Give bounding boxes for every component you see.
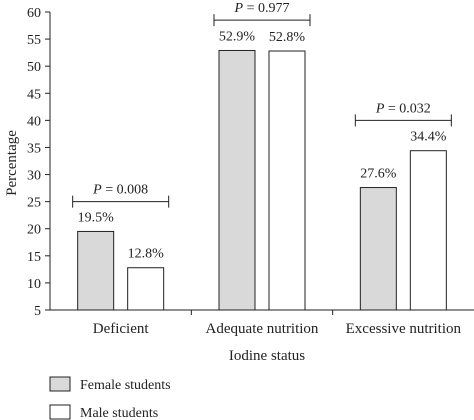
- legend-label: Female students: [80, 378, 171, 393]
- y-tick-label: 30: [27, 169, 41, 184]
- y-tick-label: 35: [27, 141, 41, 156]
- y-tick-label: 20: [27, 223, 41, 238]
- legend-label: Male students: [80, 406, 158, 420]
- x-tick-label: Deficient: [93, 321, 150, 337]
- x-tick-label: Adequate nutrition: [206, 321, 319, 337]
- p-value-label: P = 0.977: [234, 1, 290, 16]
- y-tick-label: 25: [27, 196, 41, 211]
- p-value-label: P = 0.032: [375, 101, 431, 116]
- y-axis-title: Percentage: [4, 130, 20, 196]
- x-axis: Deficient Adequate nutrition Excessive nut…: [50, 309, 474, 337]
- y-tick-label: 60: [27, 6, 41, 21]
- bar-value-label: 52.9%: [219, 29, 256, 44]
- bar-value-label: 52.8%: [269, 30, 306, 45]
- bar-value-label: 27.6%: [360, 167, 397, 182]
- bar: [268, 50, 306, 311]
- bar-value-label: 12.8%: [128, 247, 165, 262]
- y-tick-label: 50: [27, 60, 41, 75]
- bar: [218, 49, 256, 311]
- bar: [77, 230, 115, 311]
- legend-swatch: [49, 376, 71, 392]
- bar-value-label: 19.5%: [78, 210, 115, 225]
- y-tick-label: 15: [27, 250, 41, 265]
- bar: [127, 267, 165, 311]
- x-axis-title: Iodine status: [229, 348, 305, 364]
- bar-value-label: 34.4%: [410, 130, 447, 145]
- y-tick-label: 55: [27, 33, 41, 48]
- y-tick-label: 40: [27, 114, 41, 129]
- y-tick-label: 10: [27, 277, 41, 292]
- y-axis: 5 10 15 20 25 30 35 40 45 50 55 60: [27, 6, 51, 319]
- bars: 19.5% 52.9% 27.6% 12.8% 52.8% 34.4%: [77, 29, 447, 311]
- x-tick-label: Excessive nutrition: [346, 321, 462, 337]
- bar: [359, 187, 397, 311]
- y-tick-label: 45: [27, 87, 41, 102]
- legend: Female students Male students: [49, 376, 171, 420]
- bar: [409, 150, 447, 311]
- significance-annotations: P = 0.008 P = 0.977 P = 0.032: [72, 1, 452, 208]
- p-value-label: P = 0.008: [92, 183, 148, 198]
- y-tick-label: 5: [34, 304, 41, 319]
- legend-swatch: [49, 404, 71, 420]
